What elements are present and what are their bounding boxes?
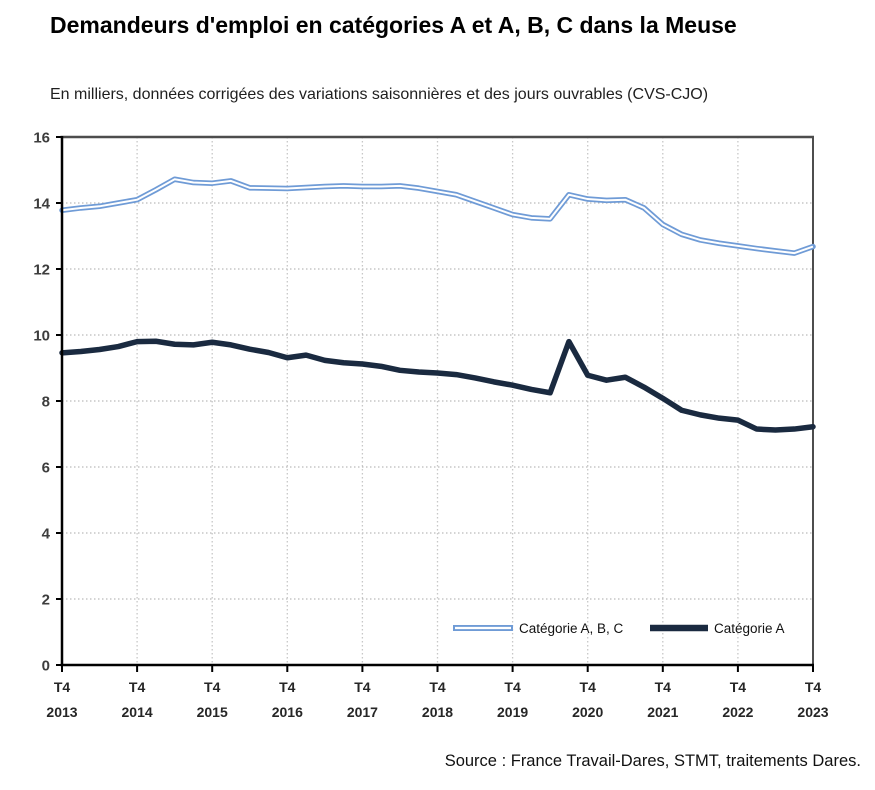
chart-title: Demandeurs d'emploi en catégories A et A… — [50, 12, 737, 38]
y-tick-label: 8 — [42, 394, 50, 411]
y-tick-label: 14 — [33, 196, 50, 213]
series-categorie-abc-inner — [61, 178, 814, 255]
x-tick-year: 2016 — [272, 704, 303, 720]
x-tick-year: 2019 — [497, 704, 528, 720]
x-tick-year: 2013 — [46, 704, 77, 720]
legend-label-abc: Catégorie A, B, C — [519, 621, 624, 636]
y-axis-labels: 0 2 4 6 8 10 12 14 16 — [33, 130, 62, 675]
x-axis-labels: T4 2013 T4 2014 T4 2015 T4 2016 T4 2017 T4 2018 T4 20… — [46, 665, 829, 720]
x-tick-quarter: T4 — [580, 679, 597, 695]
x-tick-quarter: T4 — [429, 679, 446, 695]
x-tick-quarter: T4 — [354, 679, 371, 695]
y-tick-label: 2 — [42, 592, 50, 609]
source-note: Source : France Travail-Dares, STMT, tra… — [444, 752, 861, 770]
y-tick-label: 12 — [33, 262, 50, 279]
x-tick-year: 2020 — [572, 704, 603, 720]
y-tick-label: 4 — [42, 526, 51, 543]
x-tick-quarter: T4 — [805, 679, 822, 695]
x-tick-quarter: T4 — [54, 679, 71, 695]
x-tick-quarter: T4 — [655, 679, 672, 695]
y-tick-label: 10 — [33, 328, 50, 345]
legend: Catégorie A, B, C Catégorie A — [453, 621, 785, 636]
series-categorie-a — [59, 338, 816, 433]
x-tick-year: 2021 — [647, 704, 678, 720]
gridlines — [62, 137, 813, 665]
series-lines — [59, 176, 816, 433]
y-tick-label: 16 — [33, 130, 50, 147]
x-tick-quarter: T4 — [279, 679, 296, 695]
x-tick-quarter: T4 — [204, 679, 221, 695]
x-tick-year: 2022 — [722, 704, 753, 720]
x-tick-year: 2015 — [197, 704, 228, 720]
legend-label-a: Catégorie A — [714, 621, 785, 636]
line-chart: 0 2 4 6 8 10 12 14 16 T4 2013 T4 2014 T4 2015 T4 2016 T4 2… — [33, 130, 829, 721]
y-tick-label: 0 — [42, 658, 50, 675]
x-tick-quarter: T4 — [730, 679, 747, 695]
x-tick-quarter: T4 — [504, 679, 521, 695]
chart-subtitle: En milliers, données corrigées des varia… — [50, 86, 709, 103]
y-tick-label: 6 — [42, 460, 50, 477]
x-tick-year: 2018 — [422, 704, 453, 720]
chart-canvas: 0 2 4 6 8 10 12 14 16 T4 2013 T4 2014 T4 2015 T4 2016 T4 2… — [33, 130, 829, 721]
x-tick-year: 2014 — [122, 704, 153, 720]
x-tick-year: 2023 — [797, 704, 828, 720]
x-tick-year: 2017 — [347, 704, 378, 720]
x-tick-quarter: T4 — [129, 679, 146, 695]
